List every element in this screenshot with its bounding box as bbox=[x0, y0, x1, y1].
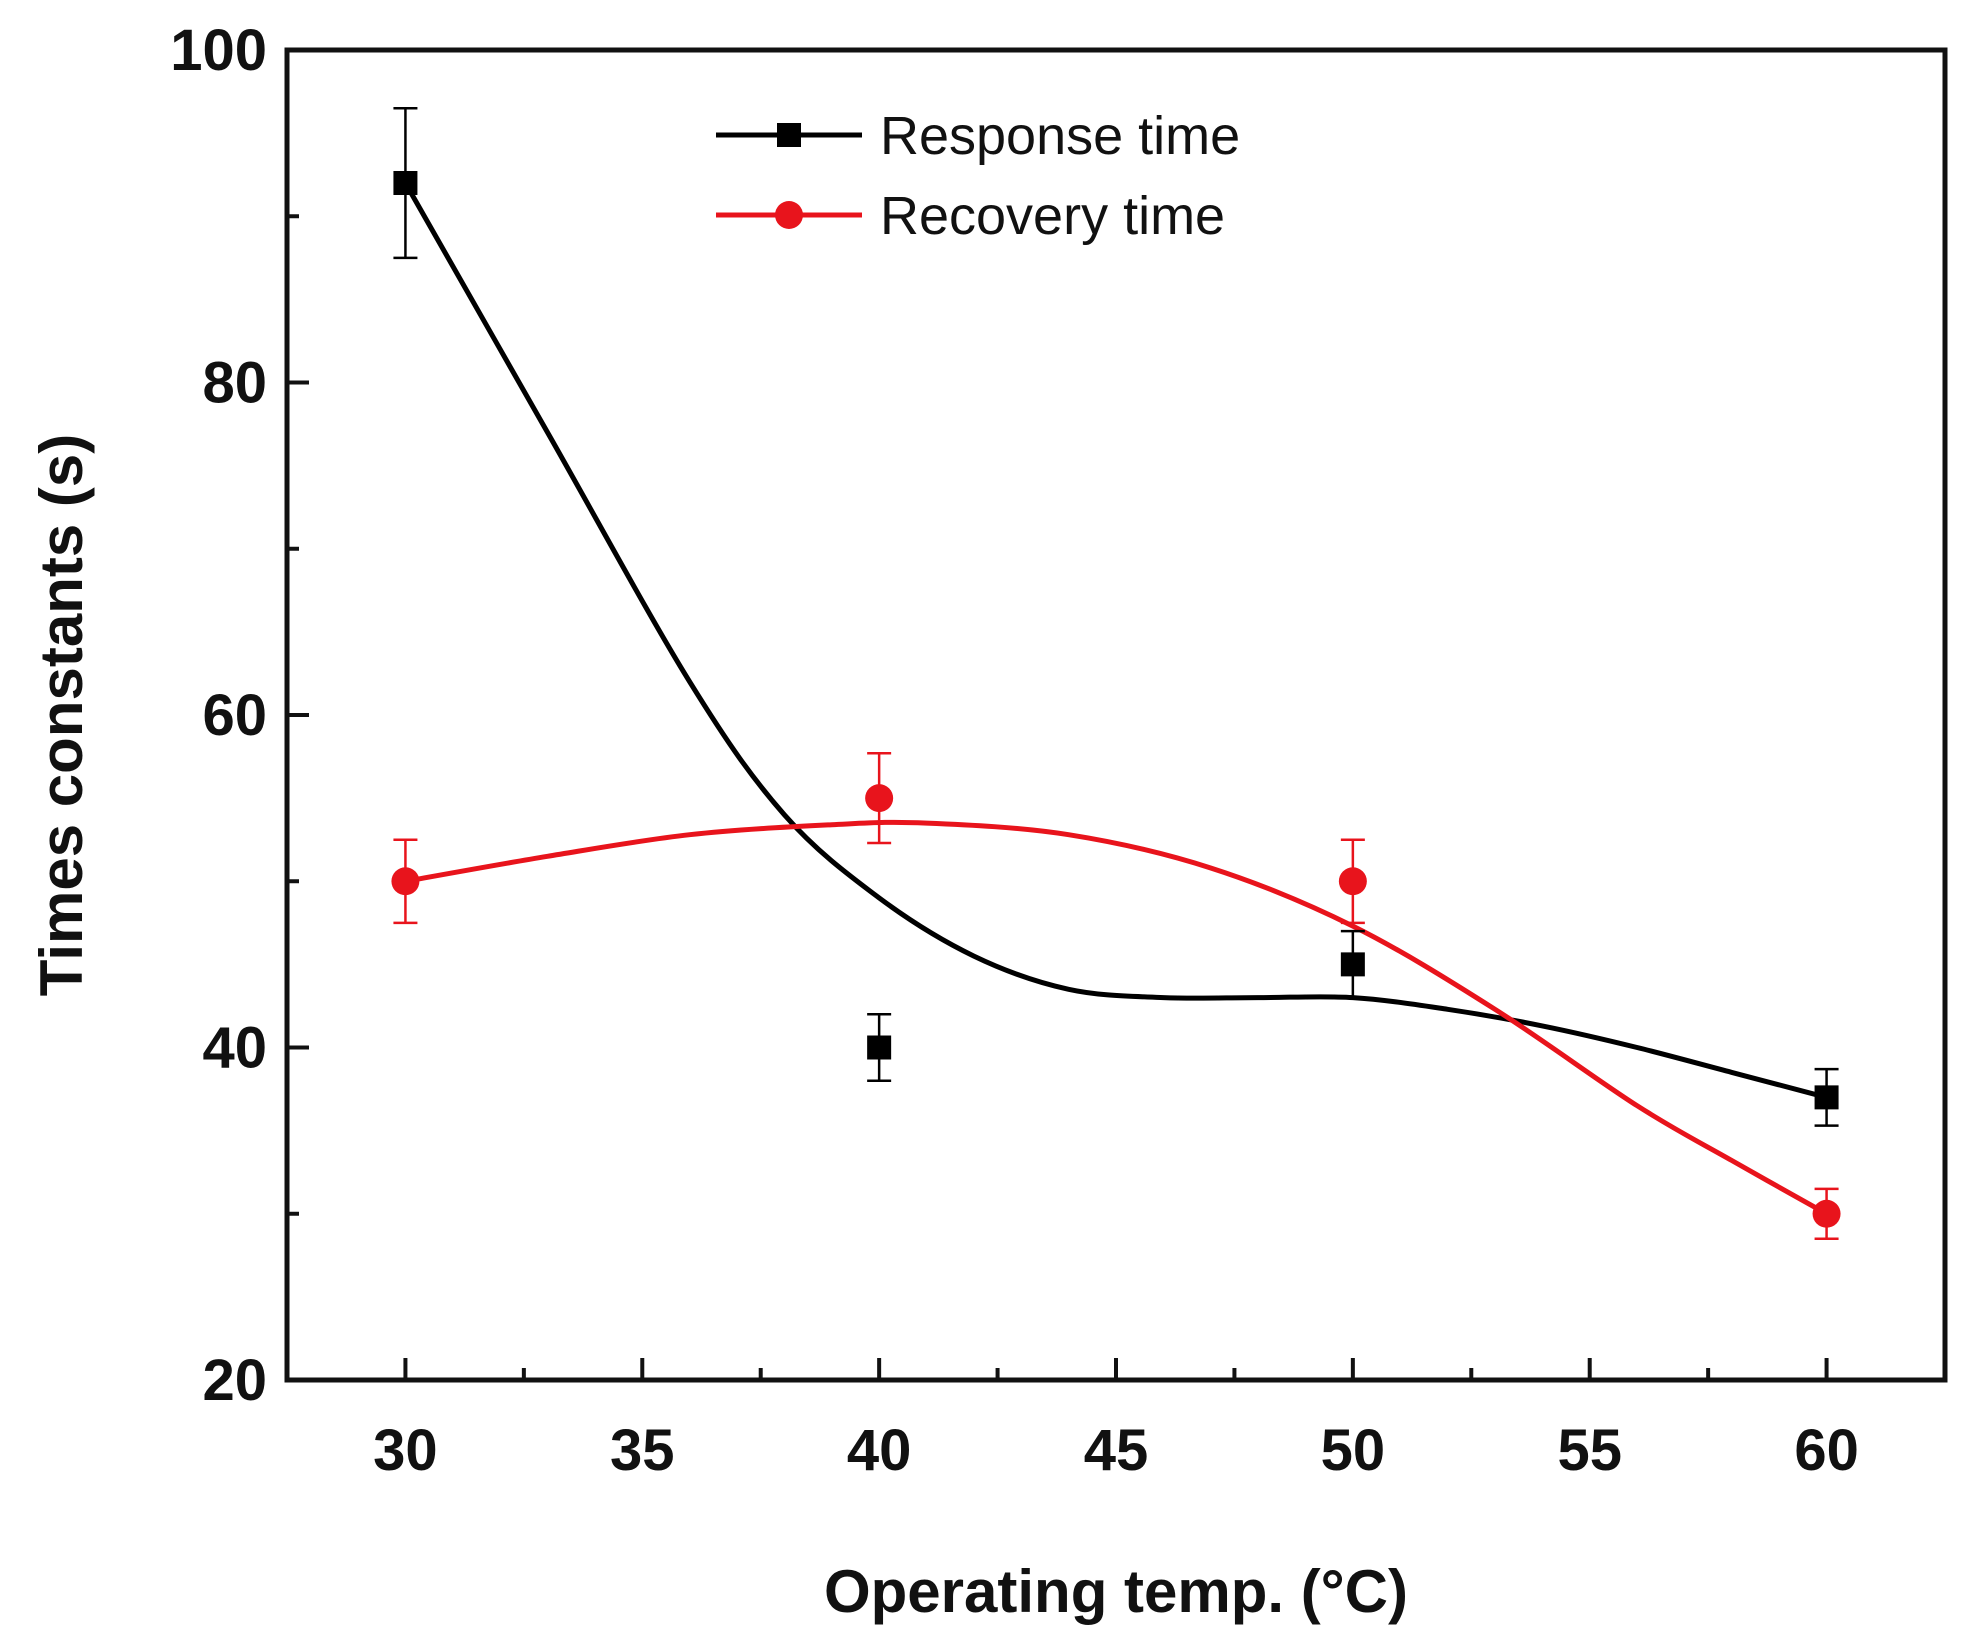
legend-label: Response time bbox=[880, 106, 1240, 166]
legend-label: Recovery time bbox=[880, 186, 1225, 246]
data-points bbox=[391, 171, 1841, 1228]
x-tick-label: 35 bbox=[610, 1418, 675, 1483]
legend-marker bbox=[777, 123, 801, 147]
x-tick-label: 40 bbox=[847, 1418, 912, 1483]
x-tick-label: 60 bbox=[1794, 1418, 1859, 1483]
recovery-time-point bbox=[1338, 867, 1367, 896]
recovery-time-point bbox=[1812, 1199, 1841, 1228]
x-tick-label: 30 bbox=[373, 1418, 438, 1483]
legend-marker bbox=[775, 201, 803, 229]
x-tick-label: 55 bbox=[1557, 1418, 1622, 1483]
response-time-point bbox=[867, 1035, 892, 1060]
fit-curves bbox=[403, 181, 1828, 1216]
legend: Response time Recovery time bbox=[716, 106, 1240, 246]
x-tick-label: 50 bbox=[1321, 1418, 1386, 1483]
y-tick-label: 100 bbox=[170, 18, 267, 83]
response-time-point bbox=[393, 171, 418, 195]
recovery-time-point bbox=[865, 784, 894, 813]
response-time-point bbox=[1814, 1085, 1839, 1110]
recovery-time-fit-curve bbox=[404, 819, 1828, 1216]
x-tick-label: 45 bbox=[1084, 1418, 1149, 1483]
y-tick-label: 40 bbox=[202, 1016, 267, 1081]
response-time-point bbox=[1340, 952, 1365, 977]
response-time-fit-curve bbox=[403, 181, 1828, 1100]
axis-ticks: 30 35 40 45 50 55 60 20 40 60 80 100 bbox=[170, 18, 1859, 1483]
y-axis-title: Times constants (s) bbox=[28, 434, 95, 996]
legend-item-response-time: Response time bbox=[716, 106, 1240, 166]
recovery-time-point bbox=[391, 867, 420, 896]
y-tick-label: 80 bbox=[202, 351, 267, 416]
y-tick-label: 20 bbox=[202, 1348, 267, 1413]
y-tick-label: 60 bbox=[202, 683, 267, 748]
x-axis-title: Operating temp. (°C) bbox=[824, 1558, 1408, 1625]
legend-item-recovery-time: Recovery time bbox=[716, 186, 1225, 246]
